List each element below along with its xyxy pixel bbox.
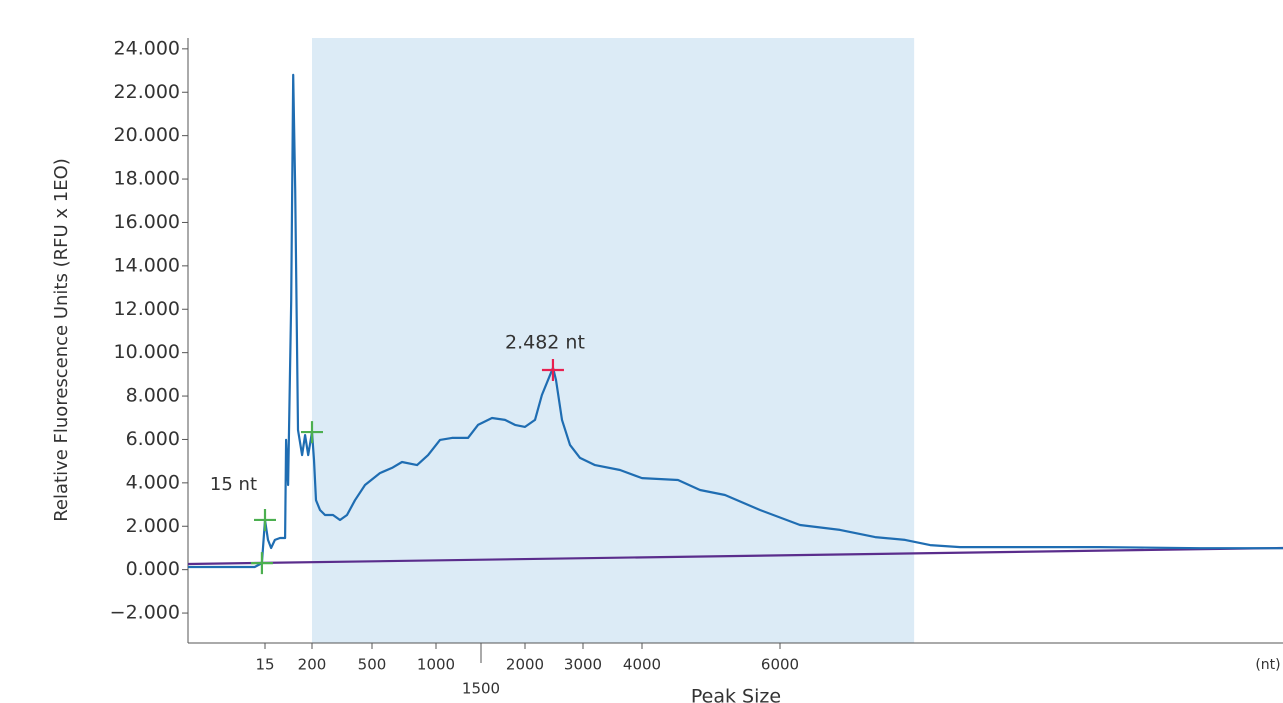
x-axis-label: Peak Size [691,686,781,703]
y-tick-label: 16.000 [114,211,180,233]
annotation: 15 nt [210,474,257,495]
x-tick-label: 1500 [462,680,500,698]
y-tick-label: 24.000 [114,37,180,59]
x-tick-label: 3000 [564,656,602,674]
peak-marker [250,552,273,575]
x-unit: (nt) [1255,657,1280,673]
y-tick-label: −2.000 [110,602,180,624]
y-tick-label: 22.000 [114,81,180,103]
x-tick-label: 1000 [417,656,455,674]
plot: 24.000 22.000 20.000 18.000 16.000 14.000 12.0… [110,37,1283,698]
y-axis-label: Relative Fluorescence Units (RFU x 1EO) [51,158,72,522]
x-tick-label: 200 [298,656,327,674]
x-tick-label: 2000 [506,656,544,674]
x-tick-label: 15 [255,656,274,674]
y-tick-label: 6.000 [126,428,180,450]
y-tick-label: 2.000 [126,515,180,537]
y-tick-label: 12.000 [114,298,180,320]
y-tick-label: 20.000 [114,124,180,146]
x-tick-label: 6000 [761,656,799,674]
highlight-region [312,38,915,643]
x-tick-label: 500 [358,656,387,674]
y-tick-label: 0.000 [126,558,180,580]
y-tick-label: 10.000 [114,341,180,363]
baseline [187,546,1283,566]
y-tick-label: 14.000 [114,254,180,276]
peak-marker [541,359,564,382]
y-tick-label: 8.000 [126,385,180,407]
y-tick-label: 4.000 [126,471,180,493]
x-tick-label: 4000 [623,656,661,674]
peak-marker [301,421,323,444]
trace-line [188,73,1283,569]
annotation: 2.482 nt [505,332,585,354]
y-tick-label: 18.000 [114,168,180,190]
peak-marker [254,508,276,531]
